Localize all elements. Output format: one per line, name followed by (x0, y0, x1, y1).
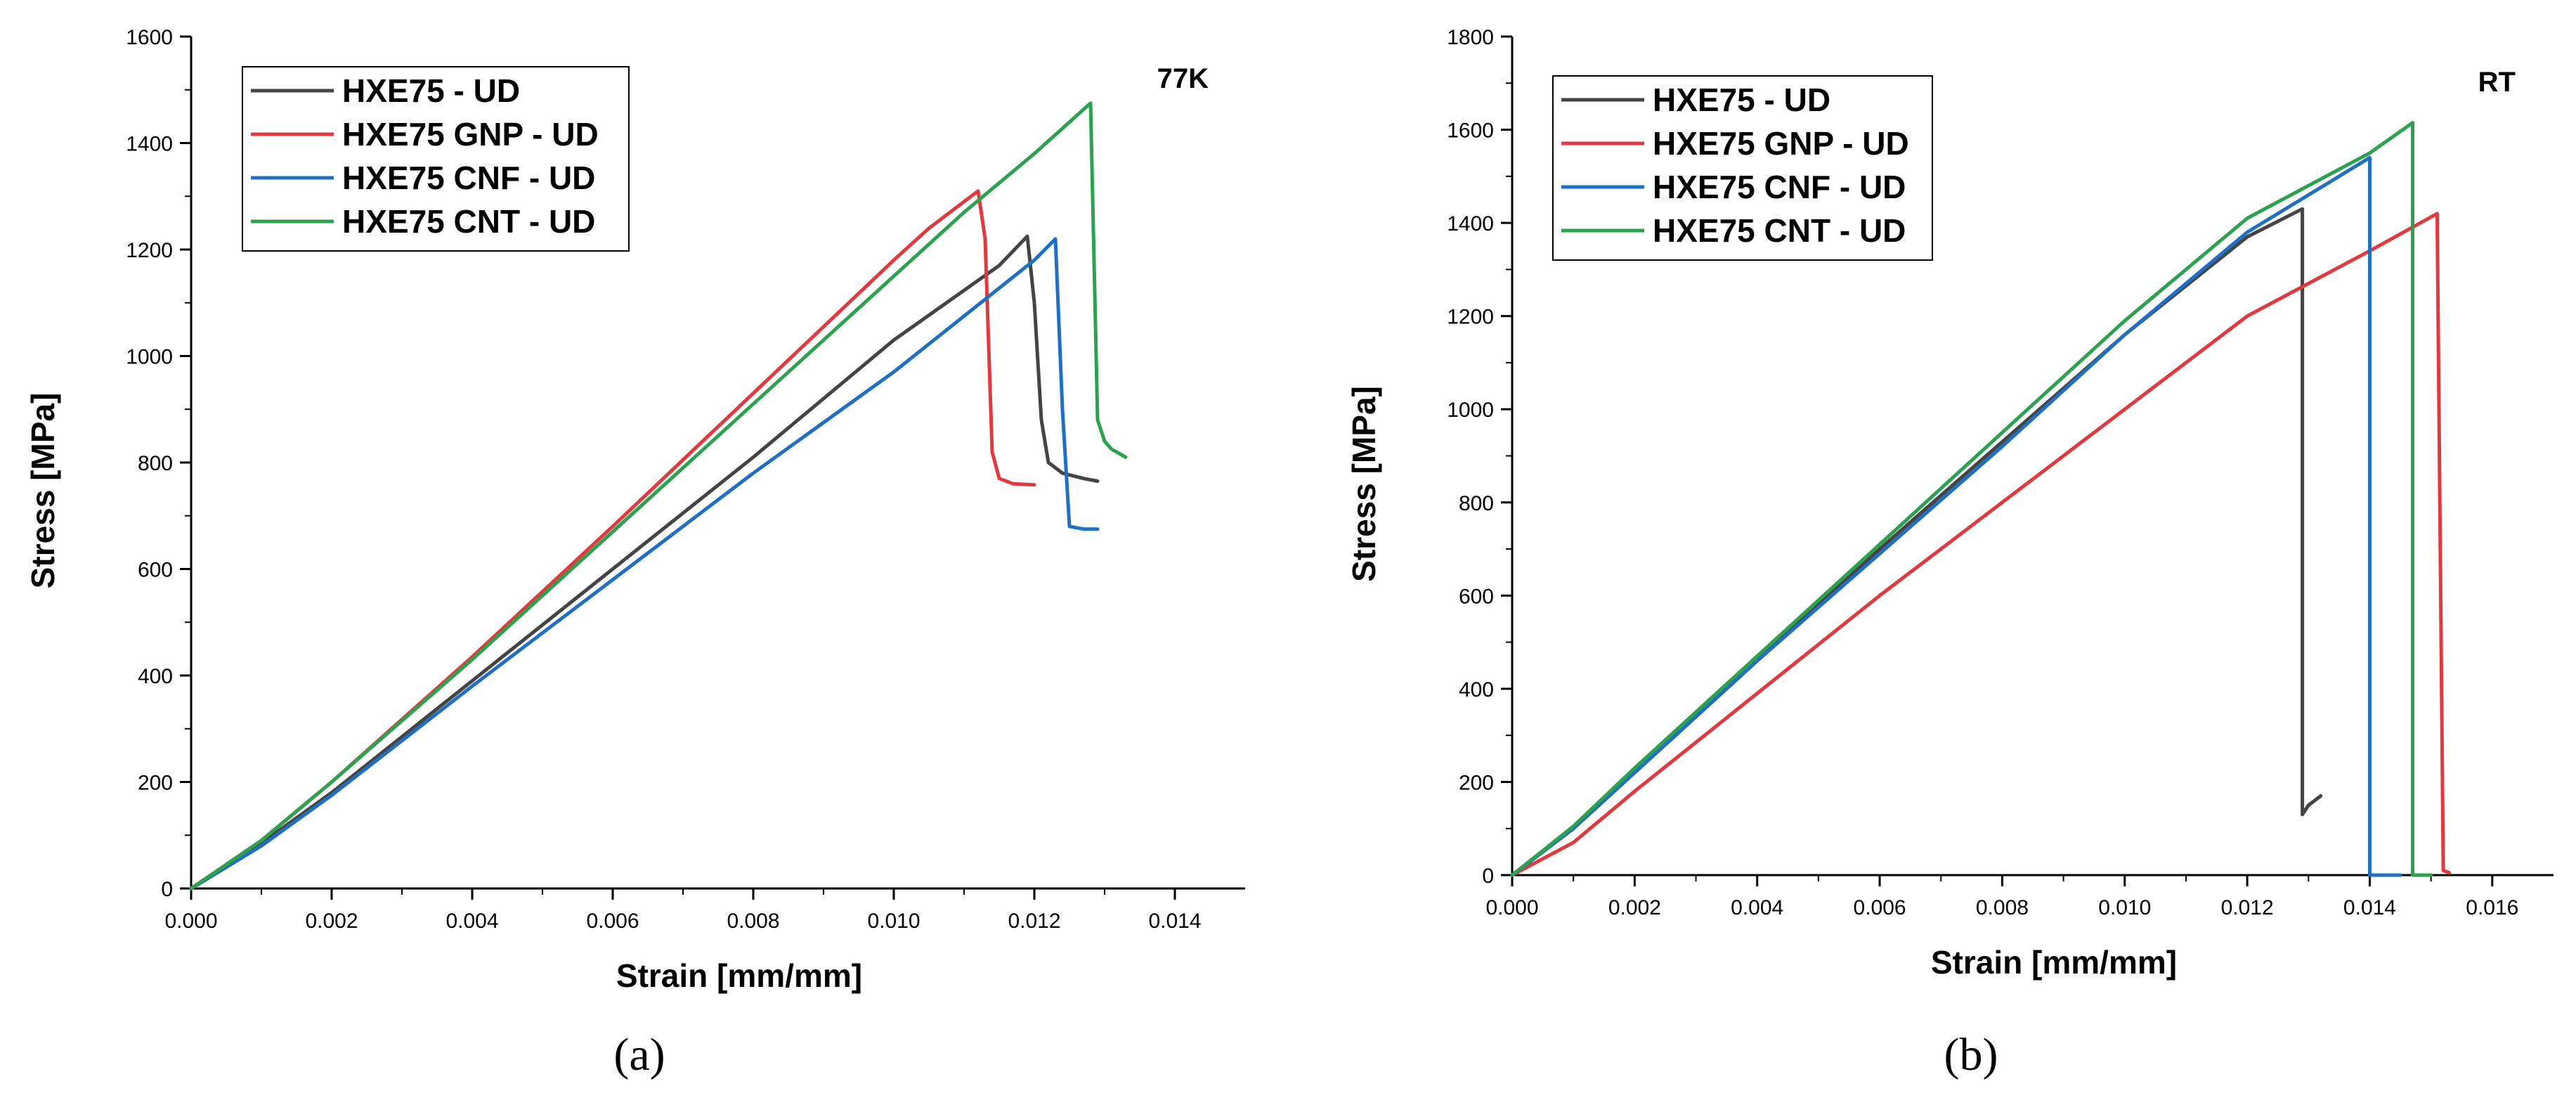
y-axis-title: Stress [MPa] (25, 393, 61, 589)
legend-label-4: HXE75 CNT - UD (342, 203, 595, 240)
x-axis-title: Strain [mm/mm] (616, 957, 862, 994)
x-tick-label: 0.000 (1485, 896, 1538, 919)
series-line-3 (189, 237, 1100, 891)
y-tick-label: 1400 (1447, 212, 1494, 235)
x-tick-label: 0.002 (305, 910, 358, 933)
y-tick-label: 1800 (1447, 26, 1494, 49)
series-line-3 (1510, 155, 2402, 877)
x-tick-label: 0.004 (1731, 896, 1783, 919)
y-tick-label: 200 (1459, 771, 1494, 794)
y-tick-label: 400 (1459, 678, 1494, 702)
y-tick-label: 800 (1459, 492, 1494, 515)
y-tick-label: 1000 (1447, 399, 1494, 422)
legend-label-2: HXE75 GNP - UD (342, 116, 599, 153)
y-tick-label: 800 (138, 452, 173, 475)
panel-a-chart: 0.000 0.002 0.004 0.006 0.008 0.010 0.012 0.014… (25, 26, 1245, 1080)
x-tick-label: 0.012 (1008, 910, 1060, 933)
x-tick-label: 0.006 (1854, 896, 1906, 919)
legend-label-2: HXE75 GNP - UD (1653, 125, 1909, 162)
y-tick-label: 400 (138, 665, 173, 688)
legend-label-1: HXE75 - UD (1653, 82, 1830, 118)
y-tick-label: 1600 (1447, 119, 1494, 143)
x-tick-label: 0.008 (727, 910, 779, 933)
series-line-4 (189, 101, 1128, 891)
x-tick-label: 0.008 (1976, 896, 2029, 919)
legend-label-3: HXE75 CNF - UD (342, 160, 595, 196)
condition-label: RT (2478, 67, 2516, 98)
legend-label-1: HXE75 - UD (342, 72, 520, 109)
series-line-2 (1510, 212, 2452, 877)
x-tick-label: 0.004 (445, 910, 498, 933)
x-tick-label: 0.000 (164, 910, 217, 933)
y-tick-label: 1200 (1447, 306, 1494, 329)
series-line-4 (1510, 121, 2433, 877)
y-axis-title: Stress [MPa] (1346, 386, 1382, 582)
panel-caption: (b) (1944, 1029, 1998, 1080)
x-tick-label: 0.016 (2466, 896, 2518, 919)
x-tick-label: 0.010 (867, 910, 920, 933)
y-tick-label: 1200 (126, 239, 173, 262)
x-tick-label: 0.014 (1148, 910, 1201, 933)
panel-b-chart: 0.000 0.002 0.004 0.006 0.008 0.010 0.012 0.014… (1346, 26, 2554, 1080)
x-tick-label: 0.010 (2098, 896, 2151, 919)
y-tick-label: 600 (138, 559, 173, 582)
y-tick-label: 1000 (126, 346, 173, 369)
x-axis-title: Strain [mm/mm] (1931, 944, 2177, 981)
x-tick-label: 0.002 (1608, 896, 1661, 919)
y-tick-label: 200 (138, 772, 173, 795)
y-tick-label: 1400 (126, 133, 173, 156)
y-tick-label: 0 (1482, 865, 1494, 888)
x-tick-label: 0.006 (586, 910, 639, 933)
y-tick-label: 1600 (126, 26, 173, 49)
legend-label-4: HXE75 CNT - UD (1653, 212, 1906, 249)
panel-caption: (a) (613, 1029, 665, 1080)
series-line-1 (189, 234, 1100, 891)
y-tick-label: 0 (161, 878, 173, 901)
condition-label: 77K (1157, 63, 1209, 94)
y-tick-label: 600 (1459, 585, 1494, 608)
legend-label-3: HXE75 CNF - UD (1653, 169, 1906, 205)
x-tick-label: 0.014 (2343, 896, 2396, 919)
x-tick-label: 0.012 (2221, 896, 2274, 919)
